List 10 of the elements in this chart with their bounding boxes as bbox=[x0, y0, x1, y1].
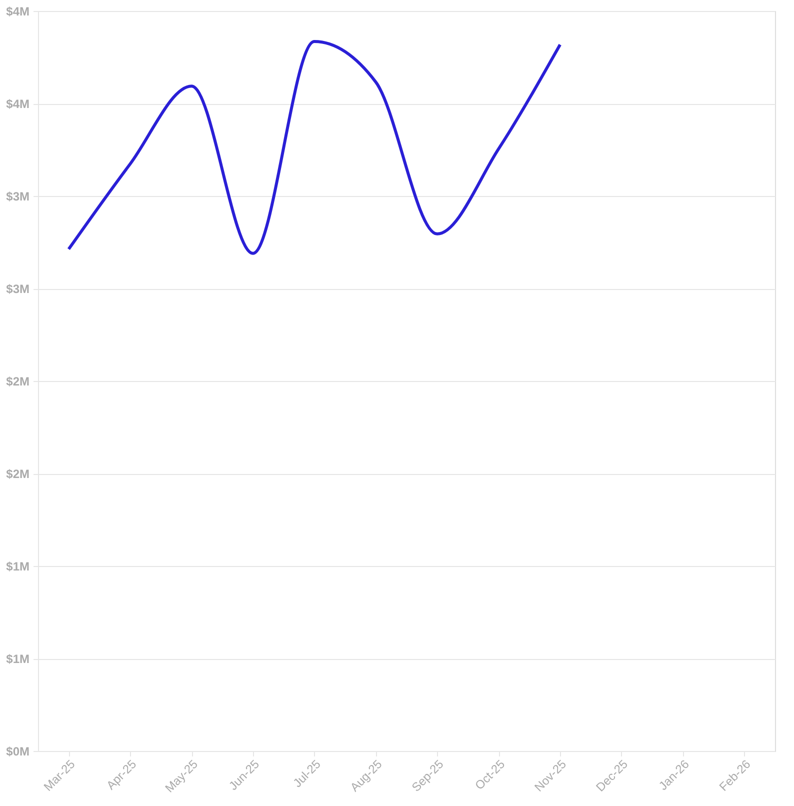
y-tick-label: $2M bbox=[6, 374, 30, 388]
y-tick-label: $3M bbox=[6, 190, 30, 204]
y-tick-label: $0M bbox=[6, 744, 30, 758]
y-tick-label: $1M bbox=[6, 560, 30, 574]
y-tick-label: $2M bbox=[6, 467, 30, 481]
line-series bbox=[67, 40, 562, 255]
y-tick-label: $4M bbox=[6, 4, 30, 18]
y-tick-label: $4M bbox=[6, 97, 30, 111]
y-tick-label: $3M bbox=[6, 282, 30, 296]
y-tick-label: $1M bbox=[6, 652, 30, 666]
